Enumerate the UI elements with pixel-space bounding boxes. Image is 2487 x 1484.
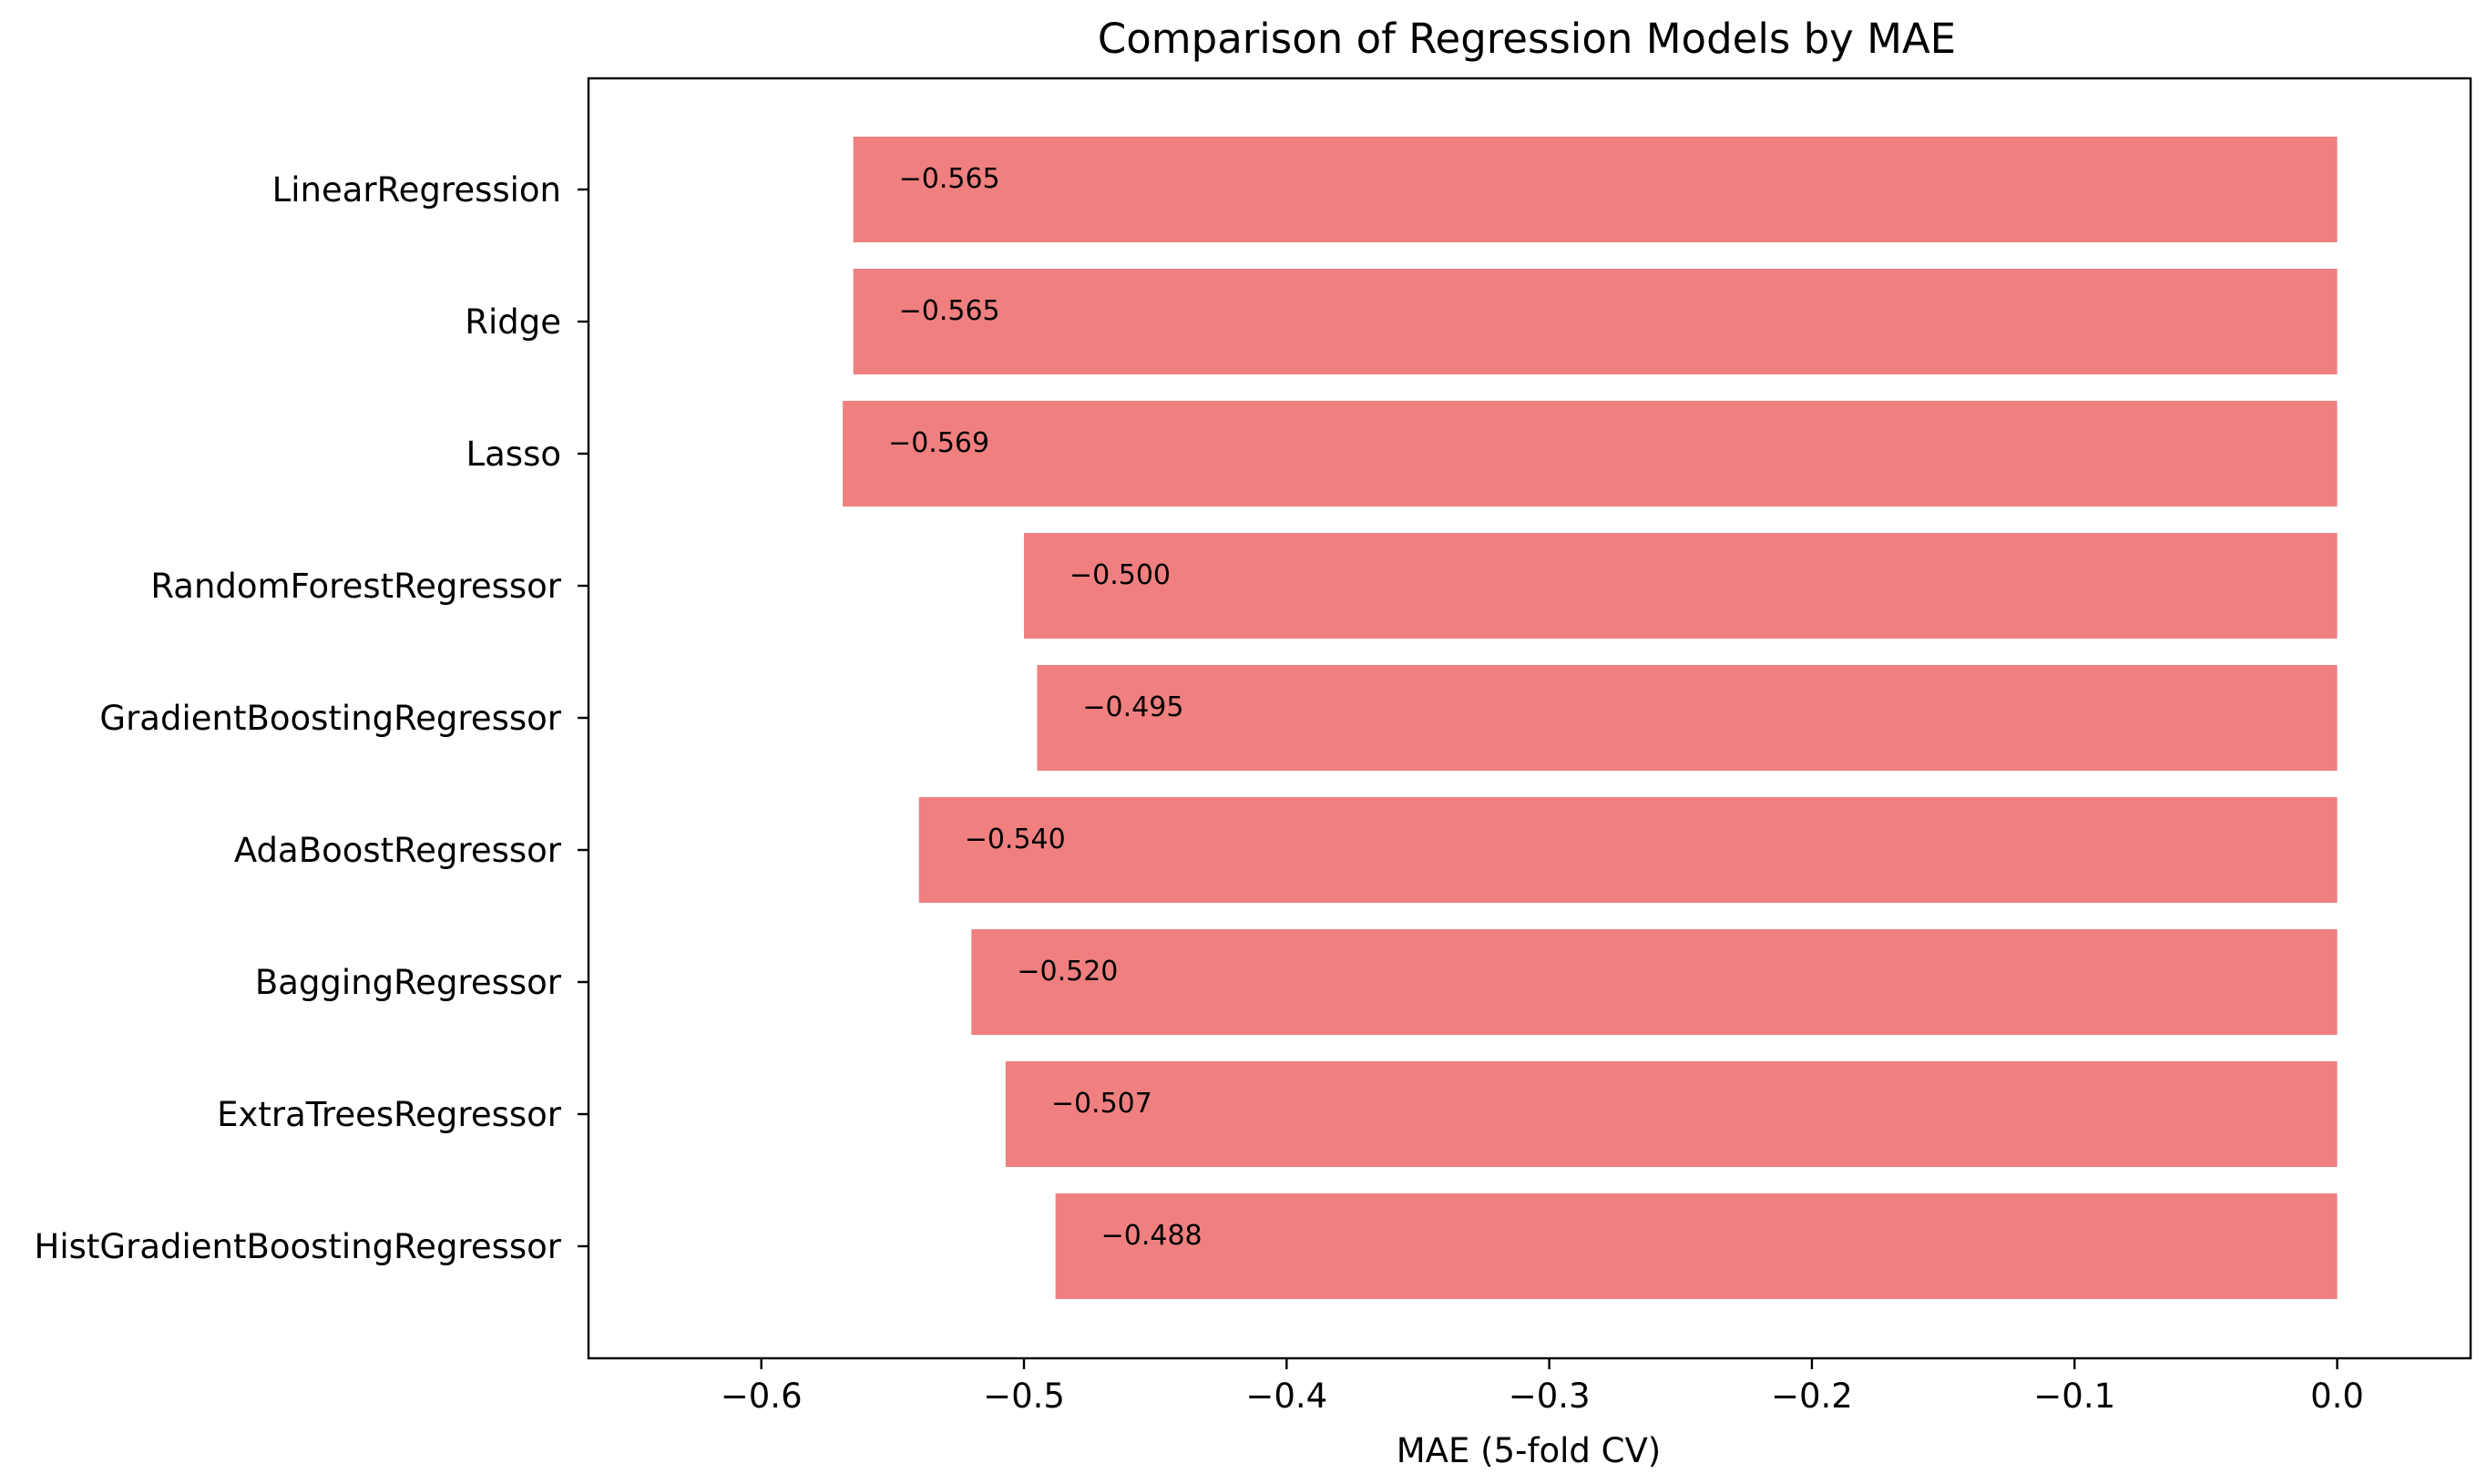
data-label: −0.495	[1082, 691, 1183, 723]
data-label: −0.569	[888, 427, 989, 459]
chart-title: Comparison of Regression Models by MAE	[1098, 15, 1956, 63]
y-tick-label: HistGradientBoostingRegressor	[35, 1227, 562, 1266]
x-tick-label: −0.2	[1771, 1377, 1853, 1416]
bar	[853, 137, 2338, 242]
x-tick-label: −0.4	[1245, 1377, 1327, 1416]
x-tick-label: −0.6	[721, 1377, 803, 1416]
data-label: −0.520	[1017, 956, 1118, 988]
x-tick-label: −0.5	[983, 1377, 1065, 1416]
y-tick-label: Lasso	[466, 435, 561, 474]
y-axis: LinearRegression Ridge Lasso RandomForestRe…	[35, 170, 588, 1266]
y-tick-label: RandomForestRegressor	[150, 567, 561, 606]
bar	[843, 401, 2338, 507]
bars-layer	[843, 137, 2338, 1299]
bar	[1037, 665, 2338, 771]
x-tick-label: −0.1	[2033, 1377, 2115, 1416]
y-tick-label: Ridge	[465, 302, 561, 342]
x-tick-label: 0.0	[2310, 1377, 2364, 1416]
y-tick-label: LinearRegression	[272, 170, 561, 210]
y-tick-label: ExtraTreesRegressor	[217, 1095, 562, 1134]
plot-frame	[587, 77, 2472, 1360]
data-label: −0.540	[965, 824, 1066, 855]
bar	[1005, 1061, 2338, 1167]
data-label: −0.565	[899, 295, 1000, 327]
y-tick-label: GradientBoostingRegressor	[99, 699, 561, 738]
y-tick-label: BaggingRegressor	[255, 963, 562, 1002]
bar	[853, 269, 2338, 374]
data-labels-layer: −0.565 −0.565 −0.569 −0.500 −0.495 −0.540 −0.5…	[888, 163, 1203, 1252]
bar	[918, 797, 2338, 903]
data-label: −0.500	[1070, 559, 1171, 591]
data-label: −0.507	[1051, 1088, 1152, 1120]
data-label: −0.565	[899, 163, 1000, 195]
data-label: −0.488	[1101, 1220, 1203, 1252]
x-axis: −0.6 −0.5 −0.4 −0.3 −0.2 −0.1 0.0	[721, 1358, 2364, 1416]
bar	[971, 929, 2338, 1035]
y-tick-label: AdaBoostRegressor	[234, 831, 562, 870]
bar	[1055, 1193, 2338, 1299]
x-axis-label: MAE (5-fold CV)	[1397, 1431, 1661, 1470]
x-tick-label: −0.3	[1509, 1377, 1591, 1416]
bar	[1024, 533, 2338, 639]
